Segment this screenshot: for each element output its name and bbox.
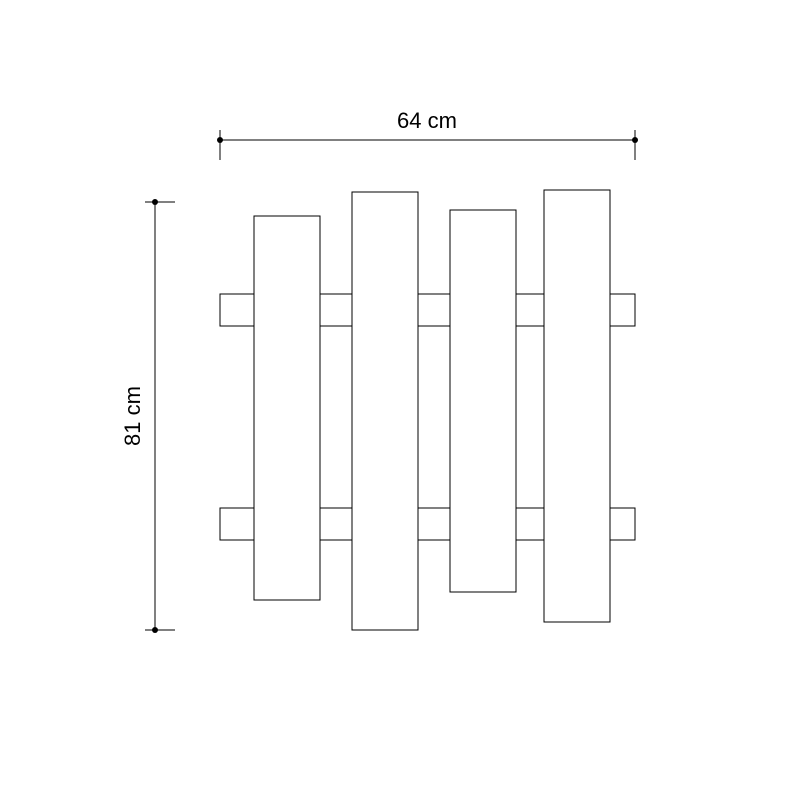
- height-label: 81 cm: [120, 386, 145, 446]
- dimension-drawing: 64 cm 81 cm: [0, 0, 800, 800]
- vertical-slat: [352, 192, 418, 630]
- vertical-slat: [254, 216, 320, 600]
- height-dimension: 81 cm: [120, 199, 175, 633]
- vertical-slat: [544, 190, 610, 622]
- width-label: 64 cm: [397, 108, 457, 133]
- width-dimension: 64 cm: [217, 108, 638, 160]
- vertical-slat: [450, 210, 516, 592]
- vertical-slats: [254, 190, 610, 630]
